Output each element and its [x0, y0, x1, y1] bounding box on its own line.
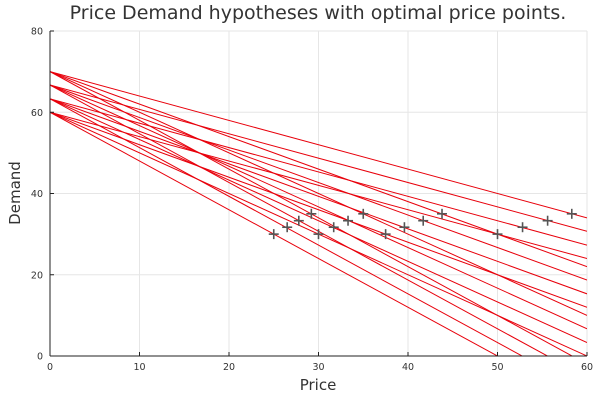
x-tick-label: 40	[402, 362, 414, 373]
demand-hypothesis-line	[50, 111, 499, 356]
y-tick-label: 60	[31, 108, 43, 119]
demand-hypothesis-line	[50, 84, 587, 281]
x-tick-label: 10	[133, 362, 145, 373]
optimal-price-marker	[293, 215, 304, 226]
x-tick-labels: 0 10 20 30 40 50 60	[47, 352, 593, 373]
x-axis-label: Price	[300, 376, 337, 394]
y-tick-label: 0	[37, 352, 43, 363]
y-tick-label: 20	[31, 270, 43, 281]
x-tick-label: 0	[47, 362, 53, 373]
demand-hypothesis-line	[50, 98, 587, 344]
optimal-price-marker	[343, 215, 354, 226]
optimal-price-marker	[268, 229, 279, 240]
demand-hypothesis-line	[50, 71, 587, 219]
demand-hypothesis-line	[50, 84, 587, 232]
optimal-price-marker	[399, 222, 410, 233]
optimal-price-marker	[282, 222, 293, 233]
demand-hypothesis-line	[50, 111, 587, 308]
demand-hypothesis-line	[50, 84, 587, 330]
optimal-price-marker	[492, 229, 503, 240]
x-tick-label: 20	[223, 362, 235, 373]
demand-hypothesis-line	[50, 98, 587, 295]
x-tick-label: 30	[312, 362, 324, 373]
demand-hypothesis-line	[50, 98, 524, 356]
optimal-price-marker	[566, 208, 577, 219]
x-tick-label: 50	[491, 362, 503, 373]
optimal-price-marker	[380, 229, 391, 240]
y-tick-label: 40	[31, 189, 43, 200]
optimal-price-marker	[306, 208, 317, 219]
x-tick-label: 60	[581, 362, 593, 373]
optimal-price-marker	[542, 215, 553, 226]
optimal-price-marker	[517, 222, 528, 233]
y-tick-label: 80	[31, 27, 43, 38]
optimal-price-markers	[268, 208, 577, 240]
optimal-price-marker	[437, 208, 448, 219]
optimal-price-marker	[418, 215, 429, 226]
optimal-price-marker	[313, 229, 324, 240]
chart-title: Price Demand hypotheses with optimal pri…	[70, 2, 567, 24]
y-tick-labels: 0 20 40 60 80	[31, 27, 54, 363]
optimal-price-marker	[328, 222, 339, 233]
demand-hypothesis-line	[50, 98, 587, 246]
y-axis-label: Demand	[6, 161, 24, 225]
optimal-price-marker	[358, 208, 369, 219]
